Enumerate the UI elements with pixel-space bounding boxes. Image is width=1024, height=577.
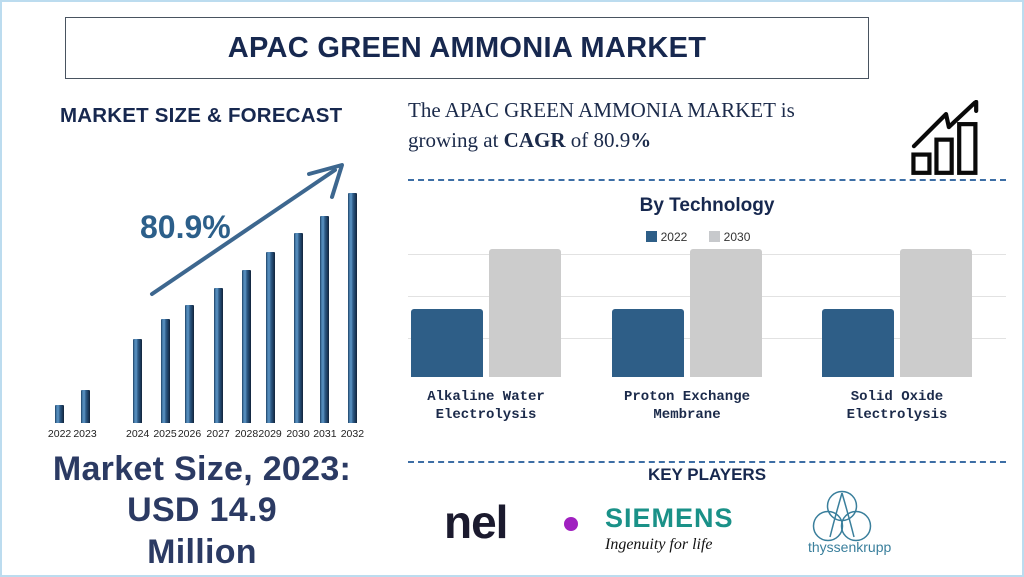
- svg-text:Ingenuity for life: Ingenuity for life: [604, 536, 713, 553]
- svg-text:SIEMENS: SIEMENS: [605, 503, 734, 533]
- svg-text:thyssenkrupp: thyssenkrupp: [808, 539, 891, 555]
- svg-text:nel: nel: [444, 496, 507, 548]
